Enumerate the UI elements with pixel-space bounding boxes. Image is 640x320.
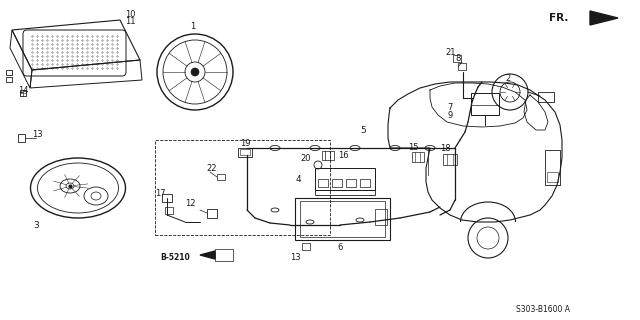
Text: 19: 19 <box>240 139 250 148</box>
Text: 16: 16 <box>338 150 349 159</box>
Text: 5: 5 <box>360 125 365 134</box>
Bar <box>217 174 225 180</box>
Bar <box>6 77 12 82</box>
Bar <box>346 179 356 187</box>
Bar <box>6 70 12 75</box>
Text: 14: 14 <box>18 85 29 94</box>
Bar <box>295 198 390 240</box>
Text: 17: 17 <box>155 188 166 197</box>
Text: 12: 12 <box>186 199 196 209</box>
Bar <box>545 150 560 185</box>
Text: 7: 7 <box>447 102 452 111</box>
Bar <box>471 93 499 115</box>
Text: 11: 11 <box>125 17 136 26</box>
Bar <box>322 151 334 160</box>
Text: 3: 3 <box>33 221 39 230</box>
Bar <box>302 243 310 250</box>
Polygon shape <box>590 11 618 25</box>
Text: 13: 13 <box>290 253 300 262</box>
Bar <box>332 179 342 187</box>
Bar <box>240 149 250 155</box>
Bar <box>443 154 457 165</box>
Bar <box>547 172 558 182</box>
Bar <box>412 152 424 162</box>
Text: 2: 2 <box>506 74 511 83</box>
Polygon shape <box>200 251 215 259</box>
Text: 20: 20 <box>300 154 310 163</box>
Bar <box>453 55 461 62</box>
Text: FR.: FR. <box>548 13 568 23</box>
Text: 10: 10 <box>125 10 136 19</box>
Bar <box>165 207 173 214</box>
Text: 4: 4 <box>296 174 301 183</box>
Text: 8: 8 <box>455 53 460 62</box>
Bar <box>375 209 387 225</box>
Bar <box>315 168 375 190</box>
Text: 18: 18 <box>440 143 451 153</box>
Circle shape <box>191 68 199 76</box>
Text: S303-B1600 A: S303-B1600 A <box>516 306 570 315</box>
Text: 13: 13 <box>32 130 43 139</box>
Bar <box>300 201 385 237</box>
Text: 22: 22 <box>206 164 216 172</box>
Text: 21: 21 <box>445 47 456 57</box>
Text: 15: 15 <box>408 142 419 151</box>
Bar <box>20 90 26 96</box>
Bar <box>538 92 554 102</box>
Bar <box>155 140 330 235</box>
Bar <box>458 63 466 70</box>
Bar <box>318 179 328 187</box>
Text: 1: 1 <box>190 21 196 30</box>
Bar <box>215 249 233 261</box>
Text: 9: 9 <box>447 110 452 119</box>
Bar <box>18 134 25 142</box>
Bar <box>360 179 370 187</box>
Bar <box>207 209 217 218</box>
Bar <box>162 194 172 202</box>
Bar <box>238 148 252 157</box>
Bar <box>315 190 375 195</box>
Text: 6: 6 <box>337 244 342 252</box>
Text: B-5210: B-5210 <box>160 253 189 262</box>
